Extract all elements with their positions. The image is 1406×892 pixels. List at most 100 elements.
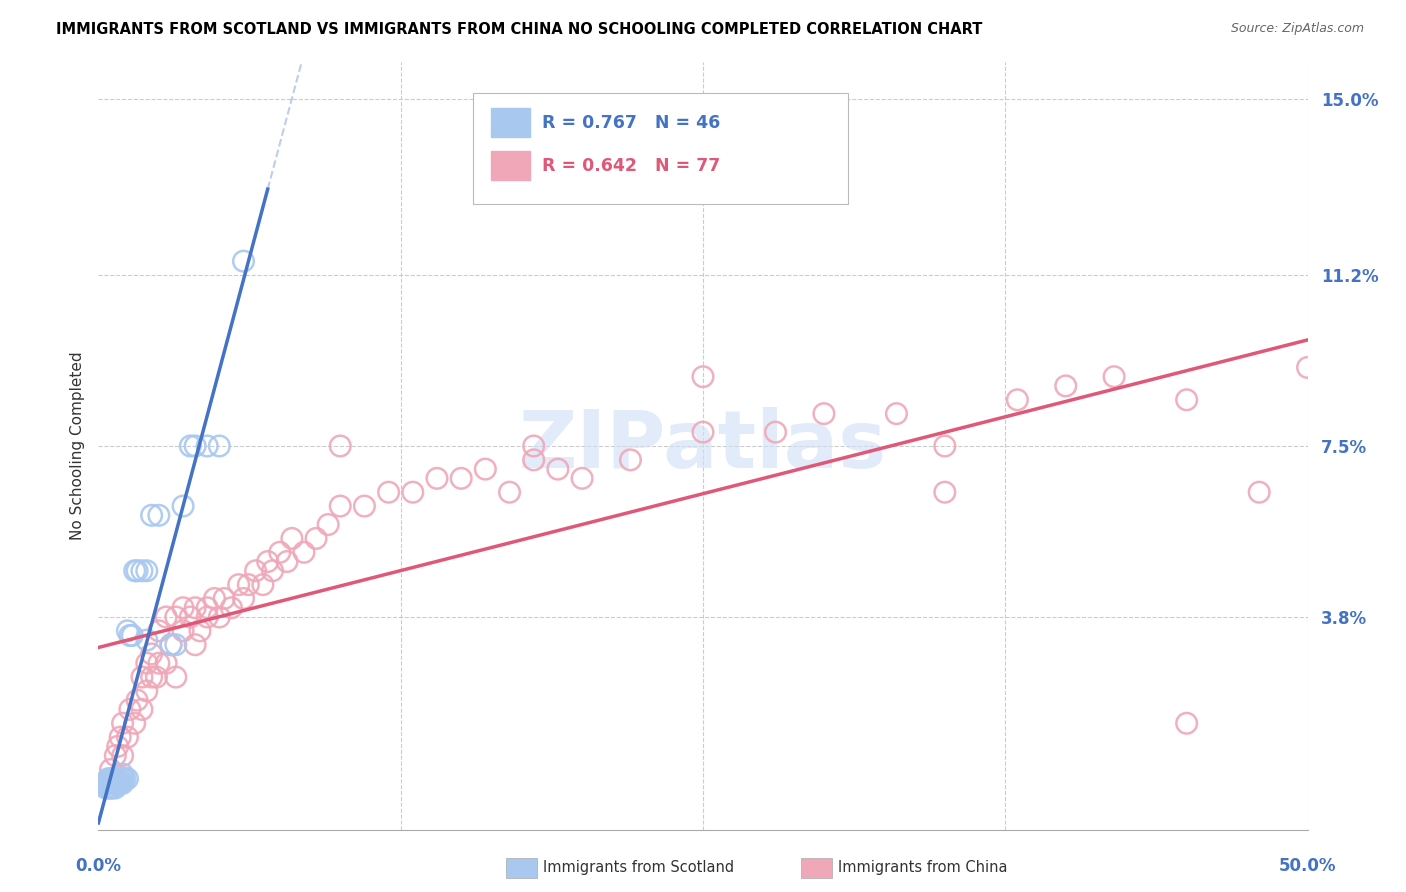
Point <box>100 780 122 795</box>
Point <box>305 532 328 546</box>
Point <box>208 439 231 453</box>
Point <box>108 772 131 786</box>
Point <box>276 555 298 569</box>
Point <box>165 670 187 684</box>
Point <box>232 591 254 606</box>
Text: ZIPatlas: ZIPatlas <box>519 407 887 485</box>
Point <box>547 462 569 476</box>
Point <box>117 772 139 786</box>
Point <box>104 776 127 790</box>
Point <box>172 624 194 638</box>
Point <box>692 425 714 439</box>
Point <box>329 499 352 513</box>
Text: IMMIGRANTS FROM SCOTLAND VS IMMIGRANTS FROM CHINA NO SCHOOLING COMPLETED CORRELA: IMMIGRANTS FROM SCOTLAND VS IMMIGRANTS F… <box>56 22 983 37</box>
Point <box>934 439 956 453</box>
Point <box>316 517 339 532</box>
Point <box>145 670 167 684</box>
Point <box>238 577 260 591</box>
Point <box>232 254 254 268</box>
Point <box>523 453 546 467</box>
Text: 50.0%: 50.0% <box>1279 857 1336 875</box>
Point <box>104 748 127 763</box>
Point <box>474 462 496 476</box>
Point <box>204 591 226 606</box>
Point <box>281 532 304 546</box>
Point <box>426 471 449 485</box>
Point <box>148 508 170 523</box>
Point <box>934 485 956 500</box>
Point <box>228 577 250 591</box>
Point <box>127 564 149 578</box>
Point <box>292 545 315 559</box>
Point <box>523 439 546 453</box>
Point <box>111 767 134 781</box>
Point <box>135 564 157 578</box>
Point <box>100 780 122 795</box>
Point <box>111 748 134 763</box>
Point <box>269 545 291 559</box>
Point <box>107 739 129 754</box>
Point <box>131 702 153 716</box>
Point <box>1102 369 1125 384</box>
Point <box>118 702 141 716</box>
Point <box>571 471 593 485</box>
Point <box>104 772 127 786</box>
Point <box>165 610 187 624</box>
Point <box>141 508 163 523</box>
Point <box>208 610 231 624</box>
Point <box>245 564 267 578</box>
Point <box>160 638 183 652</box>
Point <box>155 656 177 670</box>
Point <box>160 638 183 652</box>
Point <box>100 776 122 790</box>
Text: Immigrants from Scotland: Immigrants from Scotland <box>543 861 734 875</box>
Point <box>195 610 218 624</box>
Point <box>131 564 153 578</box>
Point <box>184 439 207 453</box>
Point <box>124 564 146 578</box>
Point <box>188 624 211 638</box>
Point <box>172 499 194 513</box>
Point <box>353 499 375 513</box>
Point <box>377 485 399 500</box>
Point <box>107 776 129 790</box>
Point <box>107 776 129 790</box>
Point <box>107 772 129 786</box>
Point <box>184 600 207 615</box>
Point <box>155 610 177 624</box>
Point <box>402 485 425 500</box>
Point <box>131 670 153 684</box>
Point <box>1007 392 1029 407</box>
Point <box>97 780 120 795</box>
Point <box>100 772 122 786</box>
Point <box>94 776 117 790</box>
Point <box>329 439 352 453</box>
Point <box>179 439 201 453</box>
Text: Immigrants from China: Immigrants from China <box>838 861 1008 875</box>
Point <box>172 600 194 615</box>
Point <box>1175 392 1198 407</box>
Point <box>165 638 187 652</box>
Point <box>886 407 908 421</box>
Point <box>108 776 131 790</box>
Point <box>104 780 127 795</box>
Point <box>117 730 139 744</box>
Point <box>221 600 243 615</box>
Point <box>127 693 149 707</box>
FancyBboxPatch shape <box>492 151 530 180</box>
Point <box>813 407 835 421</box>
FancyBboxPatch shape <box>474 93 848 204</box>
Point <box>101 776 124 790</box>
Point <box>252 577 274 591</box>
Point <box>111 716 134 731</box>
Point <box>1249 485 1271 500</box>
Point <box>91 776 114 790</box>
Point <box>135 656 157 670</box>
Point <box>184 638 207 652</box>
Point <box>141 670 163 684</box>
Y-axis label: No Schooling Completed: No Schooling Completed <box>69 351 84 541</box>
FancyBboxPatch shape <box>492 108 530 136</box>
Point <box>101 772 124 786</box>
Point <box>141 647 163 661</box>
Point <box>256 555 278 569</box>
